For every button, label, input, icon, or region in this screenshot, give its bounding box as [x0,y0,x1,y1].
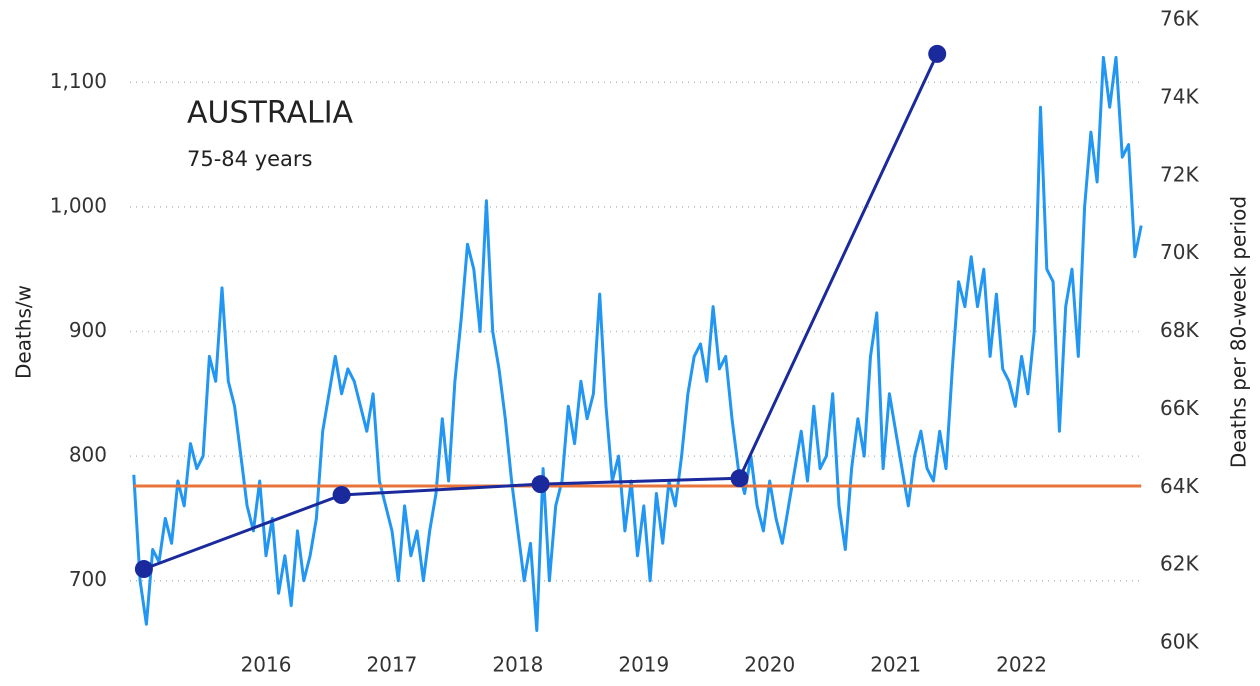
y2-tick-label: 72K [1160,162,1199,186]
chart-subtitle: 75-84 years [187,147,313,171]
y-tick-label: 1,100 [50,69,107,93]
y2-tick-label: 70K [1160,240,1199,264]
y2-tick-label: 60K [1160,630,1199,654]
y2-tick-label: 62K [1160,552,1199,576]
y-tick-label: 900 [69,318,107,342]
x-tick-label: 2019 [618,653,669,677]
y-tick-label: 1,000 [50,193,107,217]
y-tick-label: 800 [69,443,107,467]
series-marker [134,560,153,579]
y2-tick-label: 68K [1160,318,1199,342]
y-axis-label: Deaths/w [12,285,36,379]
series-marker [928,44,947,63]
x-tick-label: 2017 [367,653,418,677]
y2-tick-label: 64K [1160,474,1199,498]
x-tick-label: 2016 [241,653,292,677]
y-tick-label: 700 [69,567,107,591]
x-tick-label: 2022 [996,653,1047,677]
chart-title: AUSTRALIA [187,96,354,131]
x-tick-label: 2020 [744,653,795,677]
series-marker [531,475,550,494]
x-tick-label: 2018 [492,653,543,677]
y2-tick-label: 66K [1160,396,1199,420]
x-tick-label: 2021 [870,653,921,677]
y2-axis-label: Deaths per 80-week period [1227,196,1251,468]
y2-tick-label: 74K [1160,84,1199,108]
series-marker [332,486,351,505]
series-line [132,55,1143,632]
y2-tick-label: 76K [1160,7,1199,31]
series-marker [730,469,749,488]
